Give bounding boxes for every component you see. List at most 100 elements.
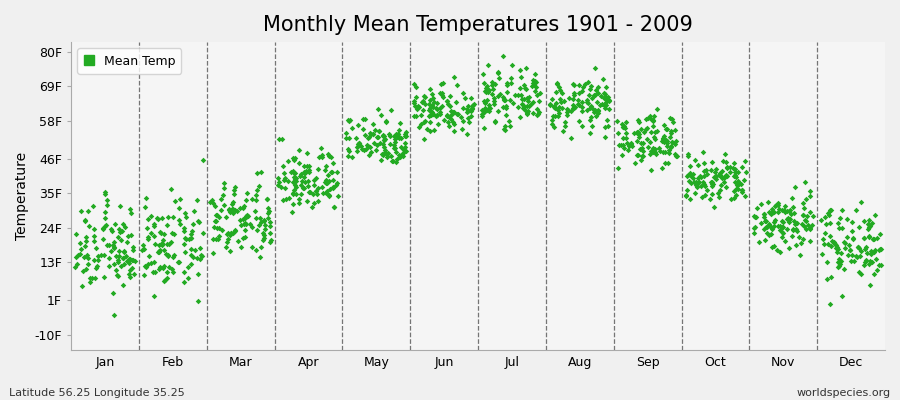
Point <box>799 196 814 202</box>
Point <box>319 190 333 196</box>
Point <box>798 226 813 232</box>
Point <box>709 172 724 179</box>
Point <box>799 217 814 224</box>
Point <box>176 279 191 285</box>
Point <box>378 117 392 124</box>
Point <box>602 97 616 103</box>
Point <box>171 258 185 265</box>
Point <box>451 111 465 117</box>
Point <box>442 122 456 129</box>
Point <box>464 113 479 119</box>
Point <box>803 226 817 232</box>
Point <box>398 131 412 137</box>
Point <box>806 213 820 220</box>
Point <box>224 230 238 236</box>
Point <box>862 260 877 267</box>
Point <box>408 102 422 109</box>
Point <box>399 132 413 139</box>
Point <box>566 82 580 88</box>
Point <box>446 109 461 115</box>
Point <box>668 141 682 148</box>
Point <box>522 94 536 100</box>
Point <box>440 111 454 118</box>
Point <box>320 172 335 179</box>
Point <box>455 118 470 124</box>
Point <box>873 245 887 252</box>
Point <box>307 177 321 184</box>
Point <box>176 225 191 231</box>
Point <box>615 120 629 127</box>
Point <box>263 239 277 245</box>
Point <box>771 202 786 208</box>
Point <box>533 90 547 96</box>
Point <box>863 258 878 264</box>
Point <box>582 117 597 123</box>
Point <box>300 162 314 169</box>
Point <box>321 192 336 198</box>
Point <box>228 228 242 234</box>
Point <box>435 92 449 98</box>
Point <box>139 264 153 270</box>
Point <box>527 82 542 88</box>
Point <box>566 81 580 88</box>
Point <box>474 113 489 119</box>
Point <box>872 262 886 268</box>
Point <box>850 254 864 260</box>
Point <box>422 101 436 107</box>
Point <box>584 83 598 89</box>
Point <box>375 152 390 158</box>
Point <box>760 224 775 230</box>
Point <box>219 214 233 220</box>
Point <box>823 207 837 213</box>
Point <box>515 96 529 102</box>
Point <box>418 94 433 100</box>
Point <box>795 221 809 228</box>
Point <box>635 140 650 146</box>
Point <box>172 259 186 266</box>
Point <box>415 98 429 104</box>
Point <box>444 116 458 122</box>
Point <box>689 184 704 190</box>
Point <box>648 146 662 152</box>
Point <box>385 158 400 164</box>
Point <box>292 196 307 202</box>
Point <box>81 255 95 261</box>
Point <box>796 199 810 206</box>
Point <box>262 223 276 230</box>
Point <box>693 172 707 179</box>
Point <box>857 261 871 268</box>
Point <box>151 249 166 256</box>
Point <box>365 130 380 137</box>
Point <box>407 113 421 119</box>
Point <box>778 238 792 244</box>
Point <box>414 112 428 118</box>
Point <box>212 233 226 240</box>
Point <box>639 116 653 122</box>
Point <box>634 157 648 163</box>
Point <box>409 93 423 100</box>
Point <box>210 212 224 218</box>
Point <box>521 108 535 114</box>
Point <box>196 230 211 236</box>
Point <box>709 176 724 182</box>
Point <box>584 103 598 109</box>
Point <box>301 183 315 190</box>
Point <box>113 202 128 209</box>
Title: Monthly Mean Temperatures 1901 - 2009: Monthly Mean Temperatures 1901 - 2009 <box>263 15 693 35</box>
Point <box>410 106 424 112</box>
Point <box>817 214 832 220</box>
Point <box>102 263 116 269</box>
Point <box>122 256 137 262</box>
Point <box>378 149 392 156</box>
Point <box>359 142 374 148</box>
Point <box>284 169 299 176</box>
Point <box>862 282 877 289</box>
Point <box>575 88 590 94</box>
Legend: Mean Temp: Mean Temp <box>77 48 181 74</box>
Point <box>476 125 491 131</box>
Point <box>867 236 881 242</box>
Point <box>252 215 266 222</box>
Point <box>390 133 404 140</box>
Point <box>446 109 460 116</box>
Point <box>868 212 882 218</box>
